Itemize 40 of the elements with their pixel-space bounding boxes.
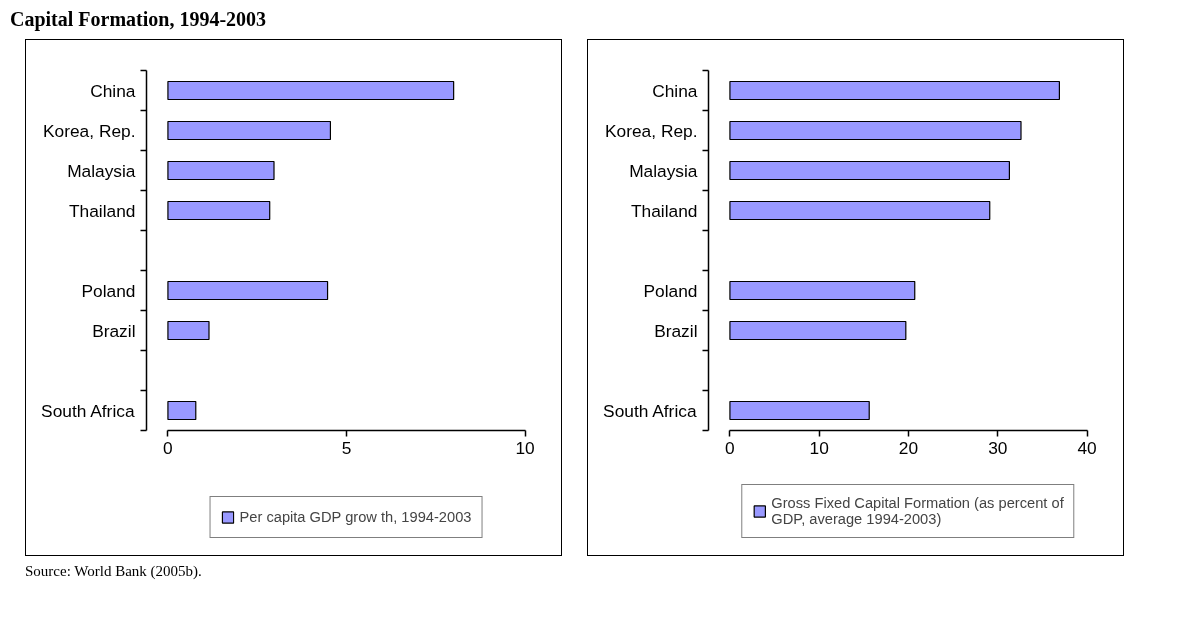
x-tick-label: 10 xyxy=(515,437,535,458)
bar xyxy=(167,200,271,220)
bar xyxy=(167,400,197,420)
y-tick-label: Brazil xyxy=(654,320,698,341)
y-tick-label: South Africa xyxy=(41,400,135,421)
y-tick-label: Malaysia xyxy=(629,160,698,181)
y-tick-label: Korea, Rep. xyxy=(43,120,136,141)
source-note: Source: World Bank (2005b). xyxy=(25,561,202,581)
bar xyxy=(167,280,329,300)
x-tick-label: 0 xyxy=(163,437,173,458)
bar xyxy=(167,120,332,140)
legend-label: Gross Fixed Capital Formation (as percent of GDP, average 1994-2003) xyxy=(771,494,1064,527)
bar xyxy=(729,280,916,300)
bar xyxy=(167,320,210,340)
y-tick-label: Malaysia xyxy=(67,160,136,181)
y-tick-label: China xyxy=(652,80,698,101)
y-tick-label: Brazil xyxy=(92,320,136,341)
legend-label: Per capita GDP grow th, 1994-2003 xyxy=(239,507,472,527)
x-tick-label: 20 xyxy=(898,437,919,458)
x-tick-label: 0 xyxy=(725,437,735,458)
chart-title: Capital Formation, 1994-2003 xyxy=(10,7,267,33)
y-tick-label: Thailand xyxy=(69,200,136,221)
bar xyxy=(729,320,907,340)
y-tick-label: Korea, Rep. xyxy=(605,120,698,141)
bar xyxy=(729,120,1022,140)
y-tick-label: Poland xyxy=(81,280,136,301)
x-tick-label: 40 xyxy=(1077,437,1097,458)
x-tick-label: 5 xyxy=(341,437,352,458)
y-tick-label: Thailand xyxy=(631,200,698,221)
bar xyxy=(729,200,991,220)
bar xyxy=(729,160,1010,180)
bar xyxy=(729,80,1060,100)
bar xyxy=(729,400,870,420)
y-tick-label: Poland xyxy=(643,280,698,301)
y-tick-label: China xyxy=(90,80,136,101)
x-tick-label: 30 xyxy=(988,437,1008,458)
bar xyxy=(167,80,455,100)
y-tick-label: South Africa xyxy=(603,400,697,421)
bar xyxy=(167,160,275,180)
x-tick-label: 10 xyxy=(809,437,829,458)
